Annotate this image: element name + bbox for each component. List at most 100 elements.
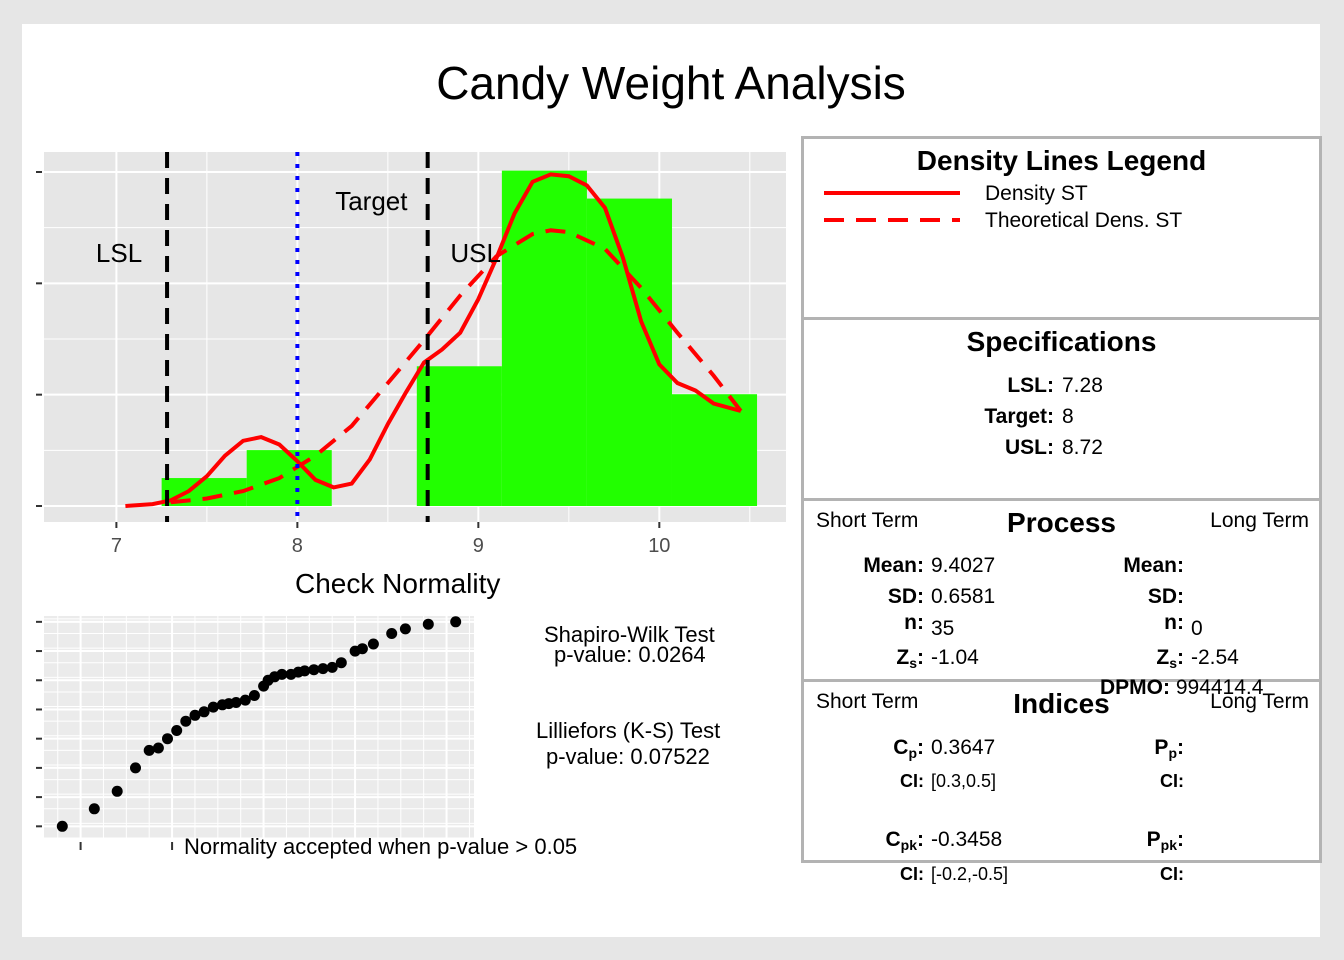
- process-short-term: Short Term: [816, 509, 919, 532]
- target-line-label: Target: [335, 186, 408, 216]
- shapiro-p-value: p-value: 0.0264: [554, 642, 706, 667]
- qq-point: [239, 694, 251, 706]
- cp-ci-label: CI:: [900, 771, 924, 791]
- legend-label-theoretical: Theoretical Dens. ST: [985, 209, 1183, 232]
- lsl-line-label: LSL: [96, 238, 142, 268]
- qq-point: [207, 701, 219, 713]
- pp-ci-label: CI:: [1160, 771, 1184, 791]
- lsl-value: 7.28: [1062, 374, 1103, 397]
- qq-point: [422, 618, 434, 630]
- qq-point: [367, 638, 379, 650]
- x-tick-label: 9: [473, 535, 484, 557]
- qq-point: [276, 668, 288, 680]
- legend-panel: Density Lines Legend Density ST Theoreti…: [801, 136, 1322, 320]
- x-tick-label: 8: [292, 535, 303, 557]
- qq-point: [143, 744, 155, 756]
- qq-plot: [36, 616, 474, 850]
- zs-st-value: -1.04: [931, 646, 979, 669]
- qq-point: [189, 709, 201, 721]
- qq-point: [386, 628, 398, 639]
- target-label: Target:: [984, 405, 1054, 428]
- lilliefors-title: Lilliefors (K-S) Test: [536, 718, 721, 743]
- qq-point: [180, 715, 192, 727]
- lilliefors-p-value: p-value: 0.07522: [546, 744, 710, 769]
- process-title: Process: [1007, 507, 1116, 538]
- usl-value: 8.72: [1062, 436, 1103, 459]
- x-tick-label: 10: [648, 535, 670, 557]
- qq-point: [356, 643, 368, 655]
- zs-st-label: Zs:: [896, 646, 924, 671]
- indices-panel: Short Term Indices Long Term Cp: 0.3647 …: [801, 679, 1322, 884]
- specifications-panel: Specifications LSL: 7.28 Target: 8 USL: …: [801, 317, 1322, 501]
- qq-point: [450, 616, 462, 628]
- sd-lt-label: SD:: [1147, 585, 1184, 608]
- histogram-chart: LSL Target USL 7 8 9 10: [36, 152, 786, 557]
- qq-point: [111, 785, 123, 797]
- report-page: Candy Weight Analysis LSL Target USL 7 8 9 10 …: [22, 24, 1322, 937]
- n-lt-value: 0: [1191, 617, 1203, 640]
- qq-point: [299, 665, 311, 677]
- cpk-ci-value: [-0.2,-0.5]: [931, 864, 1009, 884]
- cp-ci-value: [0.3,0.5]: [931, 771, 997, 791]
- mean-st-label: Mean:: [863, 554, 924, 577]
- histogram-bar: [586, 198, 672, 506]
- lsl-label: LSL:: [1007, 374, 1054, 397]
- mean-lt-label: Mean:: [1123, 554, 1184, 577]
- sd-st-value: 0.6581: [931, 585, 996, 608]
- normality-note: Normality accepted when p-value > 0.05: [184, 834, 578, 859]
- histogram-bar: [246, 450, 332, 506]
- legend-label-density: Density ST: [985, 182, 1088, 205]
- process-panel: Short Term Process Long Term Mean: 9.402…: [801, 498, 1322, 682]
- qq-point: [171, 725, 183, 736]
- cp-value: 0.3647: [931, 736, 996, 759]
- specifications-title: Specifications: [966, 326, 1157, 357]
- report-title: Candy Weight Analysis: [436, 57, 906, 109]
- n-st-value: 35: [931, 617, 955, 640]
- ppk-label: Ppk:: [1146, 828, 1184, 853]
- usl-line-label: USL: [450, 238, 501, 268]
- histogram-bar: [501, 170, 587, 506]
- density-st-line: [125, 172, 742, 508]
- qq-point: [248, 690, 260, 701]
- indices-title: Indices: [1013, 688, 1110, 719]
- dpmo-readout: DPMO: 994414.4: [1100, 676, 1264, 699]
- ppk-ci-label: CI:: [1160, 864, 1184, 884]
- qq-point: [130, 762, 141, 774]
- sd-st-label: SD:: [887, 585, 924, 608]
- qq-panel-bg: [44, 616, 474, 838]
- shapiro-title: Shapiro-Wilk Test: [544, 622, 715, 647]
- histogram-bar: [671, 394, 758, 506]
- cpk-value: -0.3458: [931, 828, 1003, 851]
- process-long-term: Long Term: [1210, 509, 1309, 532]
- qq-point: [56, 820, 68, 832]
- qq-point: [152, 742, 164, 754]
- zs-lt-label: Zs:: [1156, 646, 1184, 671]
- x-tick-label: 7: [111, 535, 122, 557]
- qq-point: [399, 623, 411, 635]
- cpk-label: Cpk:: [885, 828, 924, 853]
- indices-long-term: Long Term: [1210, 690, 1309, 713]
- usl-label: USL:: [1005, 436, 1054, 459]
- qq-point: [326, 661, 338, 673]
- qq-point: [308, 664, 320, 676]
- mean-st-value: 9.4027: [931, 554, 996, 577]
- legend-swatch-dashed: [824, 218, 960, 222]
- qq-point: [230, 697, 242, 708]
- cpk-ci-label: CI:: [900, 864, 924, 884]
- legend-swatch-solid: [824, 191, 960, 195]
- n-st-label: n:: [904, 611, 924, 634]
- legend-title: Density Lines Legend: [916, 145, 1207, 176]
- cp-label: Cp:: [893, 736, 924, 761]
- qq-point: [317, 663, 329, 675]
- indices-short-term: Short Term: [816, 690, 919, 713]
- n-lt-label: n:: [1164, 611, 1184, 634]
- qq-point: [198, 706, 210, 718]
- qq-point: [162, 733, 173, 745]
- target-value: 8: [1062, 405, 1074, 428]
- pp-label: Pp:: [1154, 736, 1184, 761]
- theoretical-density-line: [170, 228, 743, 505]
- histogram-bar: [416, 366, 502, 506]
- zs-lt-value: -2.54: [1191, 646, 1239, 669]
- normality-title: Check Normality: [295, 568, 501, 599]
- qq-point: [88, 803, 100, 815]
